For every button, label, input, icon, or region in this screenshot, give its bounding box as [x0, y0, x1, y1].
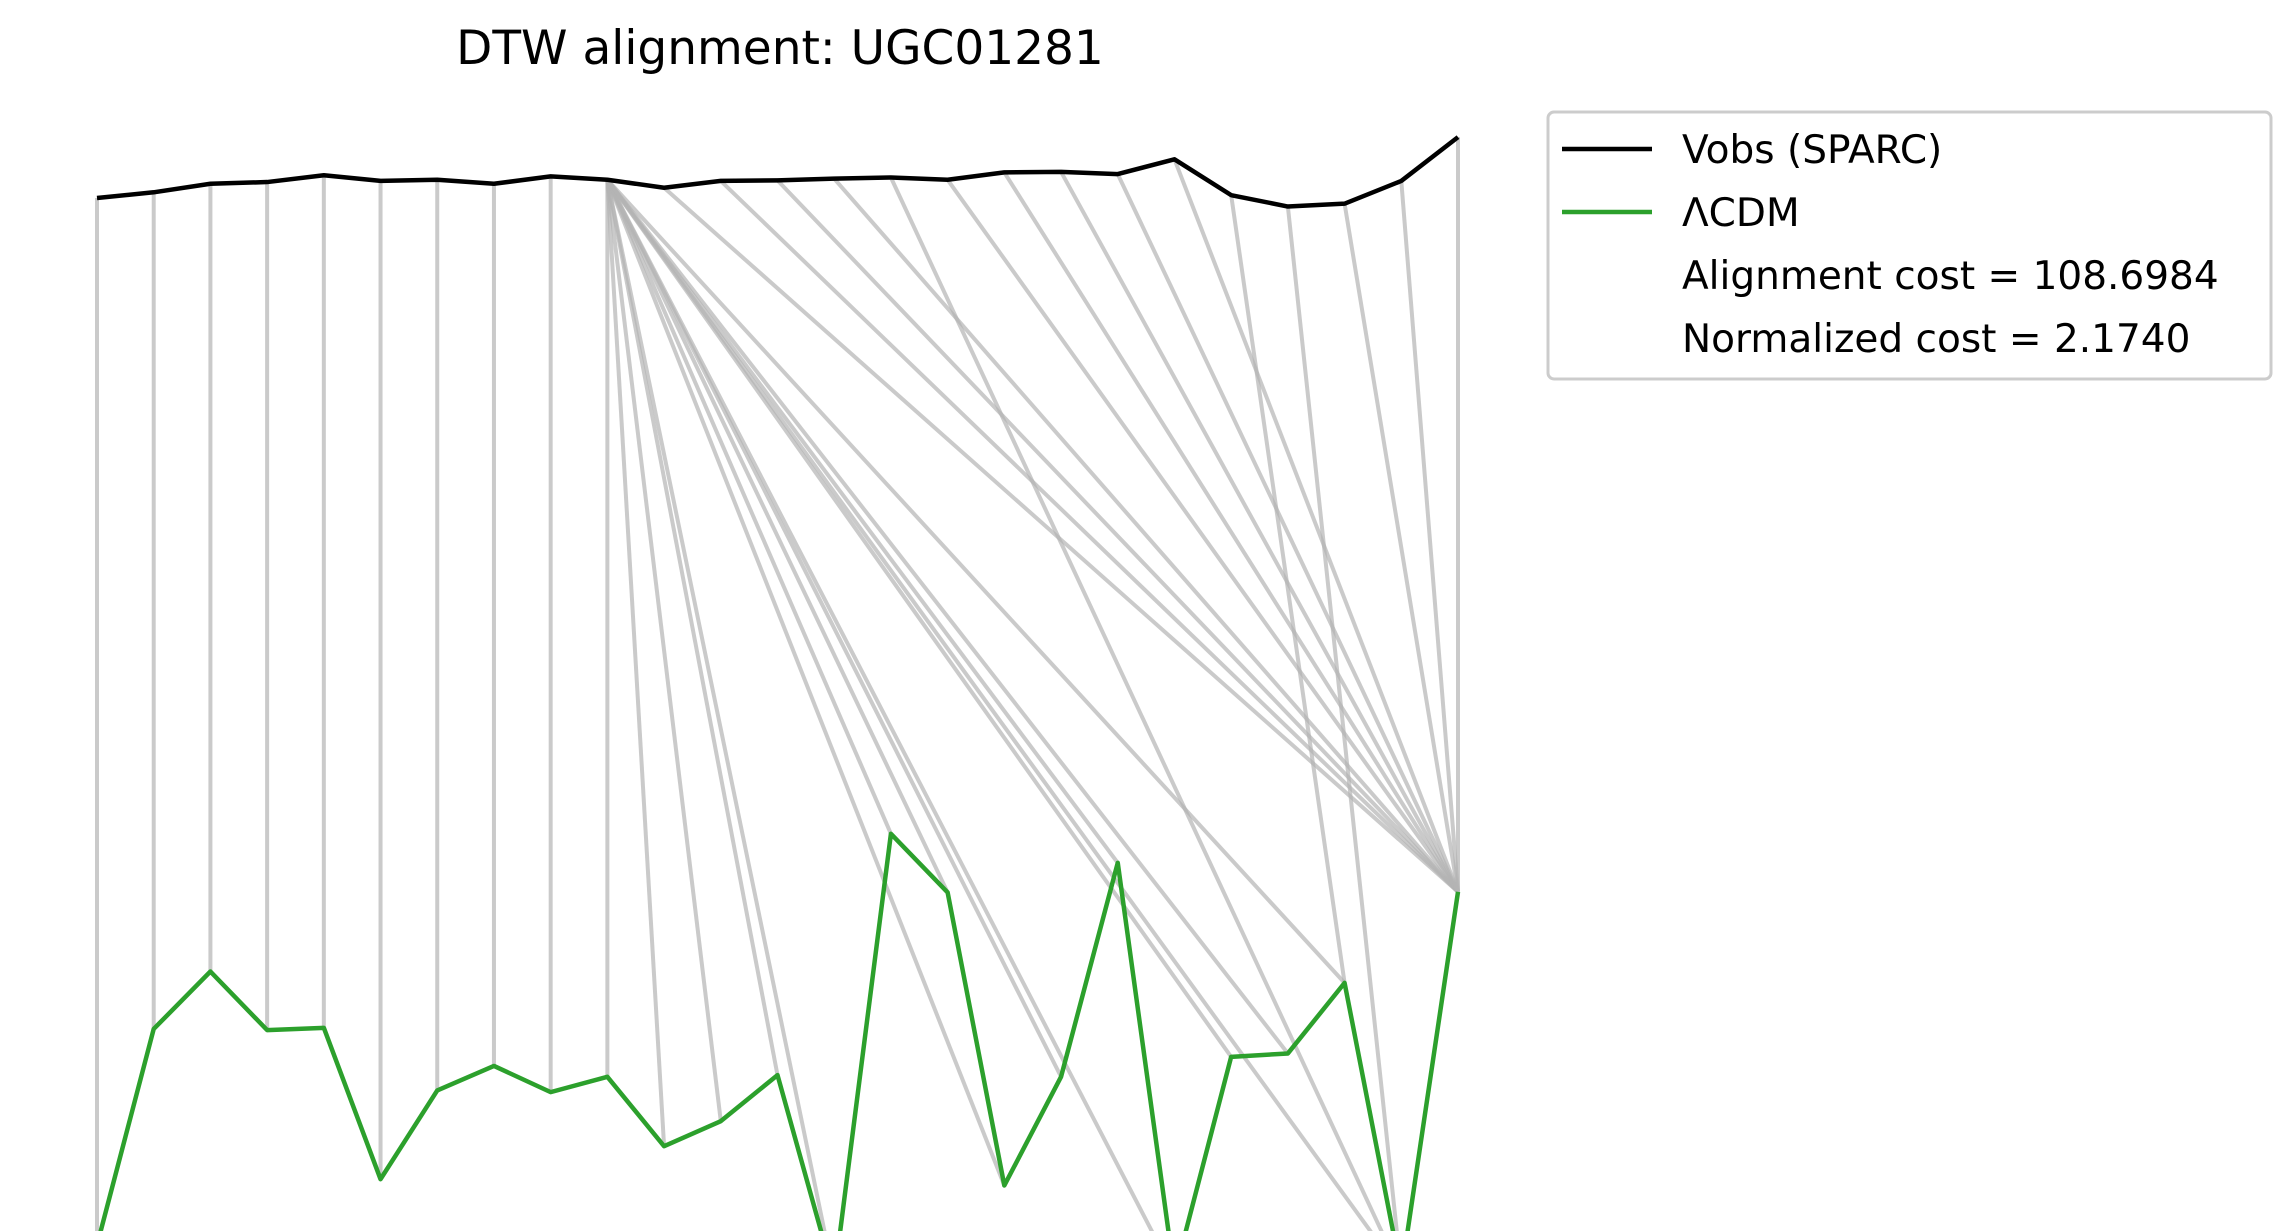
series-line-vobs — [96, 135, 1460, 209]
alignment-line-25 — [719, 179, 1460, 894]
alignment-line-34 — [1229, 194, 1347, 984]
alignment-line-16 — [605, 179, 1007, 1187]
legend: Vobs (SPARC) ΛCDM Alignment cost = 108.6… — [1546, 110, 2273, 381]
alignment-line-32 — [1115, 173, 1460, 893]
alignment-line-12 — [605, 179, 780, 1076]
alignment-line-21 — [605, 178, 1290, 1055]
legend-alignment-cost: Alignment cost = 108.6984 — [1682, 254, 2219, 299]
alignment-line-26 — [776, 178, 1460, 894]
alignment-line-15 — [605, 178, 950, 894]
alignment-line-23 — [605, 178, 1373, 1231]
legend-label-vobs: Vobs (SPARC) — [1682, 128, 1942, 173]
alignment-line-37 — [1399, 180, 1460, 893]
alignment-line-11 — [605, 179, 723, 1122]
legend-normalized-cost: Normalized cost = 2.1740 — [1682, 317, 2190, 362]
alignment-line-10 — [605, 179, 667, 1147]
alignment-line-28 — [889, 176, 1384, 1231]
chart-title: DTW alignment: UGC01281 — [456, 21, 1104, 76]
alignment-line-33 — [1172, 158, 1460, 893]
alignment-line-19 — [605, 178, 1155, 1231]
alignment-line-29 — [945, 178, 1460, 894]
alignment-line-35 — [1285, 206, 1399, 1231]
alignment-line-14 — [605, 178, 893, 835]
legend-frame — [1546, 110, 2273, 381]
legend-label-lcdm: ΛCDM — [1682, 191, 1800, 236]
alignment-line-27 — [832, 177, 1460, 894]
alignment-line-13 — [605, 179, 827, 1231]
alignment-line-22 — [605, 178, 1347, 985]
series-line-lcdm — [98, 831, 1461, 1231]
alignment-line-36 — [1342, 203, 1460, 893]
alignment-lines — [95, 137, 1460, 1231]
alignment-line-31 — [1059, 170, 1460, 893]
alignment-line-30 — [1002, 171, 1460, 893]
